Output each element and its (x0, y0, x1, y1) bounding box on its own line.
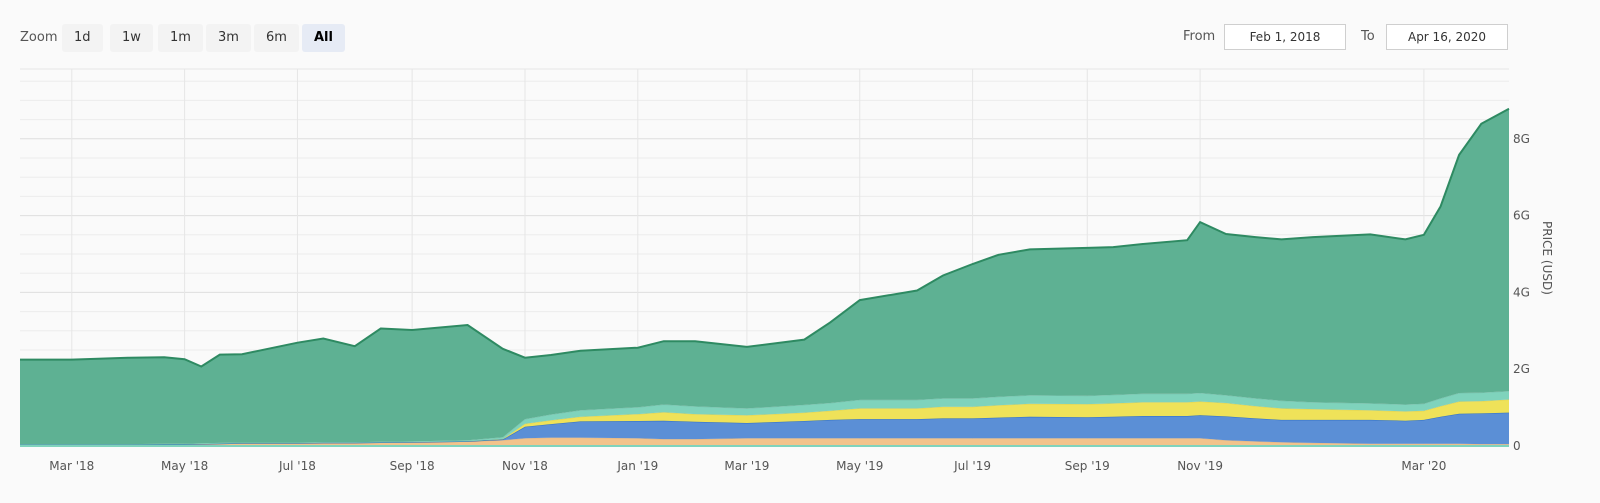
chart-toolbar: Zoom 1d 1w 1m 3m 6m All From To (0, 0, 1600, 68)
to-date-input[interactable] (1386, 24, 1508, 50)
x-tick-label: May '19 (836, 459, 883, 473)
zoom-3m-button[interactable]: 3m (206, 24, 251, 52)
zoom-label: Zoom (20, 30, 58, 45)
series-area-2 (20, 399, 1509, 445)
y-tick-label: 2G (1513, 362, 1530, 376)
x-tick-label: May '18 (161, 459, 208, 473)
from-date-input[interactable] (1224, 24, 1346, 50)
from-label: From (1183, 29, 1216, 44)
x-axis: Mar '18 May '18 Jul '18 Sep '18 Nov '18 Jan '… (49, 459, 1446, 473)
series-area-4 (20, 108, 1509, 445)
area-layer (20, 107, 1510, 447)
y-tick-label: 0 (1513, 439, 1521, 453)
x-tick-label: Nov '19 (1177, 459, 1223, 473)
series-area-1 (20, 412, 1509, 445)
x-tick-label: Nov '18 (502, 459, 548, 473)
y-tick-label: 4G (1513, 285, 1530, 299)
x-tick-label: Sep '19 (1065, 459, 1110, 473)
zoom-6m-button[interactable]: 6m (254, 24, 299, 52)
x-tick-label: Jul '18 (278, 459, 316, 473)
zoom-1m-button[interactable]: 1m (158, 24, 203, 52)
y-tick-label: 6G (1513, 209, 1530, 223)
x-tick-label: Mar '19 (724, 459, 769, 473)
x-tick-label: Mar '18 (49, 459, 94, 473)
zoom-all-button[interactable]: All (302, 24, 345, 52)
x-tick-label: Jul '19 (953, 459, 991, 473)
zoom-1d-button[interactable]: 1d (62, 24, 103, 52)
x-tick-label: Mar '20 (1401, 459, 1446, 473)
x-tick-label: Sep '18 (390, 459, 435, 473)
x-tick-label: Jan '19 (616, 459, 658, 473)
y-tick-label: 8G (1513, 132, 1530, 146)
zoom-1w-button[interactable]: 1w (110, 24, 153, 52)
y-axis: 0 2G 4G 6G 8G (1513, 132, 1530, 453)
y-axis-title: PRICE (USD) (1540, 221, 1554, 295)
series-area-0 (20, 437, 1509, 446)
series-line-4 (20, 107, 1510, 368)
to-label: To (1361, 29, 1375, 44)
